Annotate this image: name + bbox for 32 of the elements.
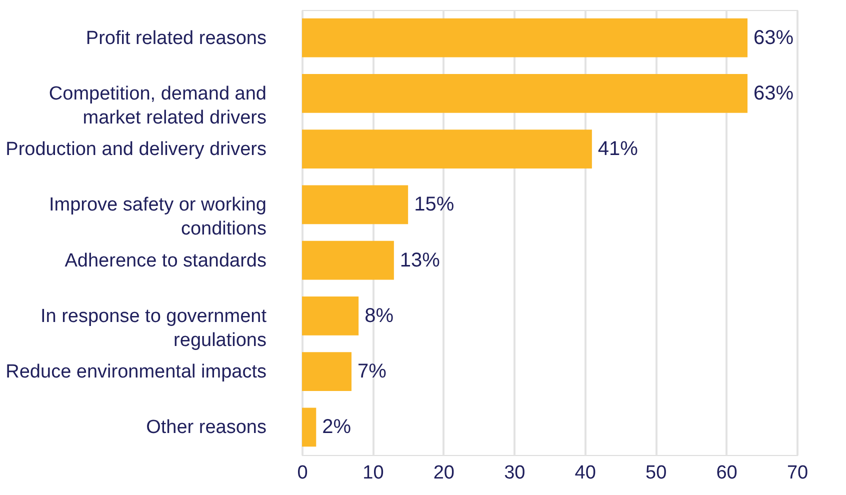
y-tick-label: Profit related reasons [86,28,266,49]
data-label: 2% [322,416,352,438]
bar [302,185,408,224]
x-tick-label: 10 [362,462,384,484]
y-tick-label: Competition, demand and market related drivers [48,83,266,128]
bar [302,18,748,58]
bar [302,240,394,280]
bar [302,130,592,169]
data-label: 8% [364,304,394,327]
data-label: 13% [400,249,440,272]
data-label: 63% [754,82,794,104]
x-tick-label: 20 [433,462,454,484]
x-tick-label: 0 [297,462,308,484]
bar [302,408,316,447]
x-tick-label: 60 [716,462,738,484]
y-tick-label: Adherence to standards [64,250,266,272]
data-label: 41% [598,138,638,160]
y-tick-label: In response to government regulations [40,306,268,351]
data-label: 7% [358,360,387,383]
x-tick-label: 40 [574,462,596,484]
y-tick-label: Production and delivery drivers [6,139,266,160]
y-tick-label: Improve safety or working conditions [48,194,266,240]
bar [302,296,359,336]
bar [302,74,748,113]
x-tick-label: 30 [504,462,526,484]
y-tick-label: Reduce environmental impacts [6,362,266,383]
bar [302,352,352,392]
x-tick-label: 70 [786,462,808,484]
data-label: 15% [414,194,454,216]
data-label: 63% [754,26,794,49]
y-tick-label: Other reasons [146,417,266,438]
x-tick-label: 50 [646,462,667,484]
